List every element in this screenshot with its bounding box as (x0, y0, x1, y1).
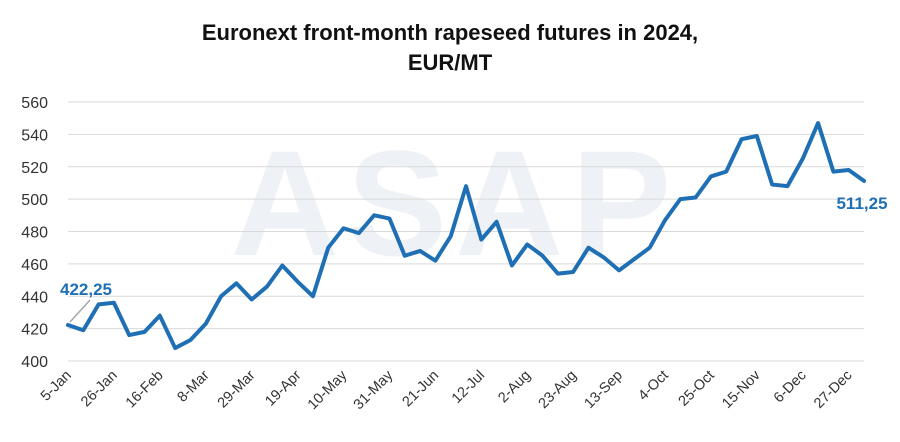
y-tick-label: 500 (21, 192, 48, 209)
x-tick-label: 8-Mar (175, 367, 213, 405)
x-tick-label: 23-Aug (536, 368, 580, 412)
y-tick-label: 520 (21, 160, 48, 177)
chart-title-line1: Euronext front-month rapeseed futures in… (201, 20, 699, 45)
callout-leader (69, 299, 91, 323)
y-tick-label: 400 (21, 354, 48, 371)
x-tick-label: 15-Nov (719, 367, 764, 412)
first-value-label: 422,25 (60, 280, 112, 299)
x-tick-label: 6-Dec (771, 368, 810, 407)
x-tick-label: 29-Mar (215, 367, 259, 411)
watermark-text: ASAP (231, 119, 680, 287)
chart-title-line2: EUR/MT (407, 50, 493, 75)
x-tick-label: 10-May (305, 367, 351, 413)
x-tick-label: 16-Feb (123, 368, 167, 412)
x-tick-label: 19-Apr (262, 367, 304, 409)
x-tick-label: 13-Sep (582, 368, 626, 412)
last-value-label: 511,25 (836, 194, 887, 213)
x-tick-label: 5-Jan (38, 368, 75, 405)
x-tick-label: 4-Oct (635, 368, 671, 404)
y-tick-label: 440 (21, 289, 48, 306)
series-line (66, 121, 866, 351)
x-tick-label: 2-Aug (495, 368, 534, 407)
y-tick-label: 460 (21, 257, 48, 274)
x-tick-label: 25-Oct (676, 368, 718, 410)
x-tick-label: 31-May (351, 367, 397, 413)
y-tick-label: 480 (21, 225, 48, 242)
x-tick-label: 26-Jan (78, 368, 121, 411)
x-tick-label: 27-Dec (811, 368, 855, 412)
y-tick-label: 540 (21, 127, 48, 144)
y-tick-label: 560 (21, 95, 48, 112)
y-tick-label: 420 (21, 322, 48, 339)
x-tick-label: 21-Jun (400, 368, 443, 411)
x-tick-label: 12-Jul (449, 368, 488, 407)
